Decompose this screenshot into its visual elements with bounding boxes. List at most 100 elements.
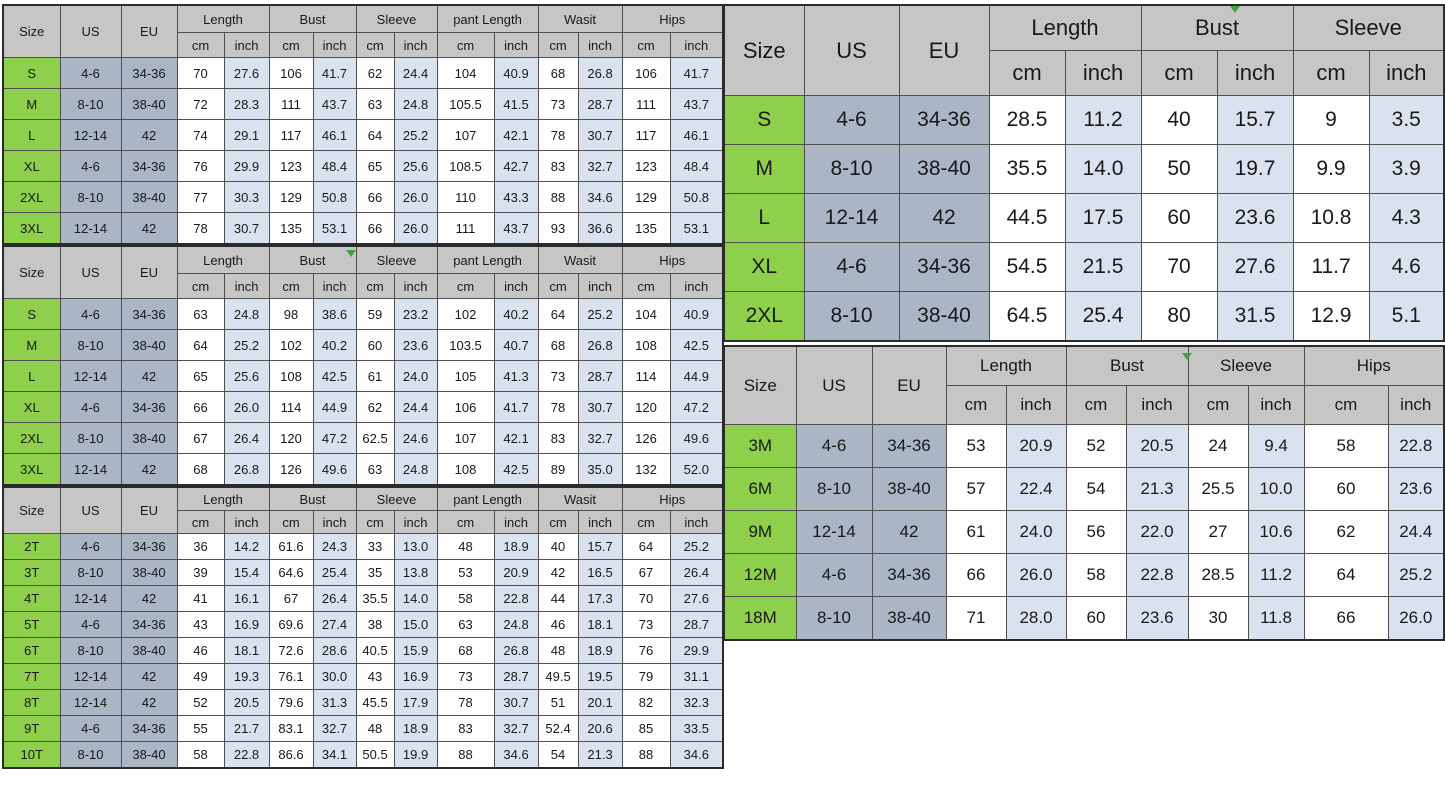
us-cell: 4-6: [59, 57, 122, 89]
measurement-cell: 30: [1187, 596, 1249, 641]
measurement-cell: 24.4: [393, 391, 438, 423]
measurement-cell: 63: [355, 453, 395, 486]
measurement-cell: 53.1: [669, 212, 724, 245]
measurement-cell: 117: [621, 119, 671, 151]
measurement-cell: 106: [621, 57, 671, 89]
us-cell: 12-14: [59, 689, 122, 716]
measurement-cell: 24.8: [493, 611, 539, 638]
measurement-cell: 16.5: [577, 559, 623, 586]
measurement-cell: 68: [537, 57, 579, 89]
measurement-cell: 26.0: [393, 212, 438, 245]
eu-cell: 34-36: [120, 611, 178, 638]
right-tables-column: Size US EU Length Bust Sleeve cm inch cm inch cm in…: [723, 4, 1445, 641]
header-group-sleeve: Sleeve: [355, 4, 438, 33]
measurement-cell: 24.8: [393, 88, 438, 120]
measurement-cell: 20.9: [493, 559, 539, 586]
header-unit-cm: cm: [355, 510, 395, 534]
eu-cell: 38-40: [120, 741, 178, 769]
header-group-wasit: Wasit: [537, 4, 623, 33]
measurement-cell: 25.6: [223, 360, 270, 392]
measurement-cell: 41.3: [493, 360, 539, 392]
header-size: Size: [723, 4, 805, 96]
header-group-wasit: Wasit: [537, 486, 623, 511]
measurement-cell: 49.6: [312, 453, 357, 486]
measurement-cell: 40.9: [669, 298, 724, 330]
measurement-cell: 117: [268, 119, 314, 151]
measurement-cell: 58: [436, 585, 495, 612]
size-cell: 8T: [2, 689, 61, 716]
eu-cell: 38-40: [120, 637, 178, 664]
header-us: US: [59, 486, 122, 534]
header-unit-cm: cm: [268, 32, 314, 58]
measurement-cell: 88: [537, 181, 579, 213]
measurement-cell: 54: [1065, 467, 1127, 511]
measurement-cell: 107: [436, 119, 495, 151]
header-unit-inch: inch: [577, 273, 623, 299]
header-group-hips: Hips: [621, 245, 724, 274]
measurement-cell: 18.9: [577, 637, 623, 664]
measurement-cell: 62: [355, 391, 395, 423]
header-group-pant-length: pant Length: [436, 486, 539, 511]
size-cell: 4T: [2, 585, 61, 612]
table-row: L 12-14 42 44.5 17.5 60 23.6 10.8 4.3: [723, 193, 1445, 243]
measurement-cell: 24.6: [393, 422, 438, 454]
measurement-cell: 40.2: [493, 298, 539, 330]
measurement-cell: 16.9: [393, 663, 438, 690]
women-pants-set-size-table-2: Size US EU Length Bust Sleeve pant Length Wasit…: [2, 245, 725, 486]
table-row: M 8-10 38-40 72 28.3 111 43.7 63 24.8 105.5 41.5 73…: [2, 88, 724, 120]
measurement-cell: 17.5: [1064, 193, 1142, 243]
header-size: Size: [2, 4, 61, 58]
measurement-cell: 65: [176, 360, 225, 392]
measurement-cell: 32.7: [312, 715, 357, 742]
header-row-units: cm inch cm inch cm inch: [724, 50, 1445, 96]
measurement-cell: 28.7: [577, 88, 623, 120]
header-unit-inch: inch: [493, 32, 539, 58]
measurement-cell: 56: [1065, 510, 1127, 554]
measurement-cell: 20.5: [223, 689, 270, 716]
measurement-cell: 24.4: [393, 57, 438, 89]
measurement-cell: 52.0: [669, 453, 724, 486]
size-cell: XL: [2, 150, 61, 182]
header-eu: EU: [120, 245, 178, 299]
header-row-groups: Size US EU Length Bust Sleeve pant Length Wasit…: [2, 245, 724, 299]
header-unit-inch: inch: [393, 510, 438, 534]
eu-cell: 38-40: [871, 596, 947, 641]
header-row-groups: Size US EU Length Bust Sleeve: [723, 4, 1445, 96]
header-us: US: [795, 345, 873, 425]
measurement-cell: 66: [355, 181, 395, 213]
measurement-cell: 28.5: [1187, 553, 1249, 597]
measurement-cell: 11.2: [1064, 95, 1142, 145]
measurement-cell: 13.0: [393, 533, 438, 560]
table-row: 2XL 8-10 38-40 77 30.3 129 50.8 66 26.0 110 43.3 88…: [2, 181, 724, 213]
measurement-cell: 68: [436, 637, 495, 664]
comment-marker-icon: [1230, 6, 1240, 13]
eu-cell: 42: [898, 193, 990, 243]
measurement-cell: 70: [176, 57, 225, 89]
measurement-cell: 78: [436, 689, 495, 716]
measurement-cell: 27.4: [312, 611, 357, 638]
header-eu: EU: [871, 345, 947, 425]
measurement-cell: 29.1: [223, 119, 270, 151]
measurement-cell: 41: [176, 585, 225, 612]
measurement-cell: 46.1: [669, 119, 724, 151]
measurement-cell: 36.6: [577, 212, 623, 245]
measurement-cell: 110: [436, 181, 495, 213]
size-cell: 3XL: [2, 453, 61, 486]
us-cell: 8-10: [803, 291, 900, 342]
header-us: US: [803, 4, 900, 96]
header-unit-inch: inch: [312, 32, 357, 58]
comment-marker-icon: [346, 250, 356, 257]
measurement-cell: 14.2: [223, 533, 270, 560]
size-cell: XL: [2, 391, 61, 423]
measurement-cell: 3.9: [1368, 144, 1445, 194]
measurement-cell: 54.5: [988, 242, 1066, 292]
measurement-cell: 42.1: [493, 422, 539, 454]
measurement-cell: 40.7: [493, 329, 539, 361]
measurement-cell: 25.2: [577, 298, 623, 330]
table-row: M 8-10 38-40 64 25.2 102 40.2 60 23.6 103.5 40.7 68…: [2, 329, 724, 361]
measurement-cell: 73: [537, 360, 579, 392]
measurement-cell: 50: [1140, 144, 1218, 194]
eu-cell: 38-40: [120, 422, 178, 454]
measurement-cell: 78: [176, 212, 225, 245]
